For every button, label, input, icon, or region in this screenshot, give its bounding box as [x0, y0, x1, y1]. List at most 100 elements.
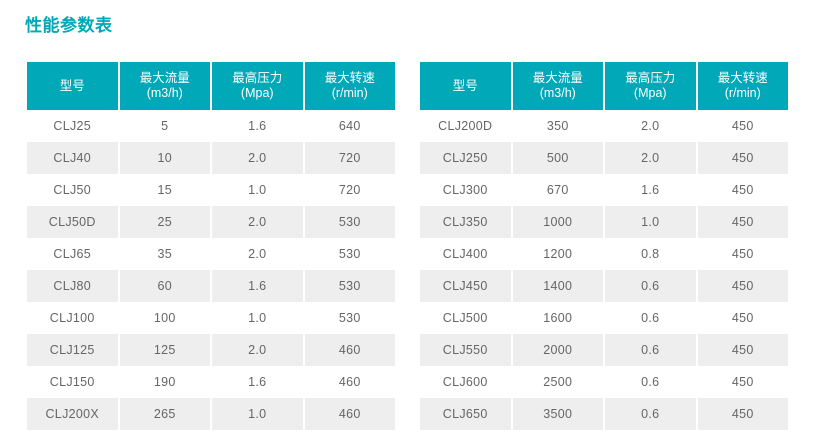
cell-max-pressure: 2.0 — [212, 206, 303, 238]
cell-max-pressure: 1.6 — [605, 174, 696, 206]
cell-max-flow: 1600 — [512, 302, 603, 334]
table-header: 型号 最大流量 (m3/h) 最高压力 (Mpa) 最大转速 (r/min) — [27, 62, 395, 110]
column-header-max-speed-unit: (r/min) — [331, 86, 368, 100]
left-table-body: CLJ25 5 1.6 640 CLJ40 10 2.0 720 CLJ50 1… — [27, 110, 395, 430]
column-header-max-flow: 最大流量 (m3/h) — [512, 62, 603, 110]
cell-max-speed: 450 — [697, 206, 788, 238]
cell-max-flow: 1400 — [512, 270, 603, 302]
header-row: 型号 最大流量 (m3/h) 最高压力 (Mpa) 最大转速 (r/min) — [27, 62, 395, 110]
cell-max-speed: 450 — [697, 302, 788, 334]
cell-model: CLJ400 — [420, 238, 511, 270]
cell-max-pressure: 1.6 — [212, 366, 303, 398]
cell-max-pressure: 0.6 — [605, 302, 696, 334]
cell-max-pressure: 0.6 — [605, 334, 696, 366]
table-row: CLJ650 3500 0.6 450 — [420, 398, 788, 430]
cell-max-flow: 15 — [119, 174, 210, 206]
cell-model: CLJ450 — [420, 270, 511, 302]
cell-max-flow: 190 — [119, 366, 210, 398]
column-header-max-pressure-unit: (Mpa) — [240, 86, 274, 100]
cell-model: CLJ50D — [27, 206, 118, 238]
table-row: CLJ400 1200 0.8 450 — [420, 238, 788, 270]
table-row: CLJ200X 265 1.0 460 — [27, 398, 395, 430]
column-header-model-line1: 型号 — [59, 78, 85, 93]
column-header-max-pressure: 最高压力 (Mpa) — [212, 62, 303, 110]
column-header-max-flow-unit: (m3/h) — [146, 86, 183, 100]
column-header-max-pressure-unit: (Mpa) — [633, 86, 667, 100]
cell-model: CLJ350 — [420, 206, 511, 238]
table-row: CLJ150 190 1.6 460 — [27, 366, 395, 398]
column-header-max-flow-line1: 最大流量 — [139, 71, 190, 85]
cell-max-flow: 60 — [119, 270, 210, 302]
cell-max-pressure: 0.6 — [605, 366, 696, 398]
cell-max-pressure: 0.6 — [605, 270, 696, 302]
cell-max-speed: 450 — [697, 270, 788, 302]
column-header-model-line1: 型号 — [452, 78, 478, 93]
cell-max-flow: 500 — [512, 142, 603, 174]
cell-max-speed: 640 — [304, 110, 395, 142]
cell-max-flow: 25 — [119, 206, 210, 238]
cell-max-speed: 530 — [304, 238, 395, 270]
cell-max-pressure: 1.6 — [212, 110, 303, 142]
cell-max-pressure: 0.8 — [605, 238, 696, 270]
column-header-max-flow-line1: 最大流量 — [532, 71, 583, 85]
cell-model: CLJ50 — [27, 174, 118, 206]
table-row: CLJ200D 350 2.0 450 — [420, 110, 788, 142]
cell-max-speed: 450 — [697, 110, 788, 142]
cell-max-flow: 265 — [119, 398, 210, 430]
table-row: CLJ65 35 2.0 530 — [27, 238, 395, 270]
column-header-max-speed-line1: 最大转速 — [717, 71, 768, 85]
cell-max-flow: 670 — [512, 174, 603, 206]
cell-max-flow: 1000 — [512, 206, 603, 238]
cell-max-speed: 720 — [304, 174, 395, 206]
cell-max-flow: 125 — [119, 334, 210, 366]
cell-max-flow: 35 — [119, 238, 210, 270]
table-row: CLJ250 500 2.0 450 — [420, 142, 788, 174]
cell-max-pressure: 1.0 — [212, 302, 303, 334]
cell-max-speed: 450 — [697, 174, 788, 206]
table-row: CLJ350 1000 1.0 450 — [420, 206, 788, 238]
column-header-max-flow: 最大流量 (m3/h) — [119, 62, 210, 110]
cell-model: CLJ600 — [420, 366, 511, 398]
cell-max-pressure: 2.0 — [212, 238, 303, 270]
cell-max-pressure: 2.0 — [212, 142, 303, 174]
tables-container: 型号 最大流量 (m3/h) 最高压力 (Mpa) 最大转速 (r/min) — [25, 62, 790, 430]
cell-max-speed: 460 — [304, 366, 395, 398]
right-table-body: CLJ200D 350 2.0 450 CLJ250 500 2.0 450 C… — [420, 110, 788, 430]
page-title: 性能参数表 — [25, 16, 113, 35]
table-row: CLJ80 60 1.6 530 — [27, 270, 395, 302]
table-row: CLJ100 100 1.0 530 — [27, 302, 395, 334]
cell-max-pressure: 1.0 — [212, 398, 303, 430]
cell-max-flow: 2000 — [512, 334, 603, 366]
table-header: 型号 最大流量 (m3/h) 最高压力 (Mpa) 最大转速 (r/min) — [420, 62, 788, 110]
cell-max-flow: 2500 — [512, 366, 603, 398]
cell-max-flow: 10 — [119, 142, 210, 174]
column-header-max-pressure-line1: 最高压力 — [625, 71, 676, 85]
column-header-model: 型号 — [27, 62, 118, 110]
column-header-max-speed-line1: 最大转速 — [324, 71, 375, 85]
cell-max-flow: 3500 — [512, 398, 603, 430]
left-performance-table: 型号 最大流量 (m3/h) 最高压力 (Mpa) 最大转速 (r/min) — [25, 62, 397, 430]
table-row: CLJ25 5 1.6 640 — [27, 110, 395, 142]
cell-max-speed: 450 — [697, 142, 788, 174]
cell-max-pressure: 2.0 — [605, 142, 696, 174]
cell-max-flow: 100 — [119, 302, 210, 334]
header-row: 型号 最大流量 (m3/h) 最高压力 (Mpa) 最大转速 (r/min) — [420, 62, 788, 110]
cell-model: CLJ80 — [27, 270, 118, 302]
column-header-model: 型号 — [420, 62, 511, 110]
cell-model: CLJ650 — [420, 398, 511, 430]
table-row: CLJ450 1400 0.6 450 — [420, 270, 788, 302]
cell-max-speed: 460 — [304, 398, 395, 430]
table-row: CLJ300 670 1.6 450 — [420, 174, 788, 206]
cell-max-speed: 450 — [697, 366, 788, 398]
cell-max-flow: 5 — [119, 110, 210, 142]
cell-max-speed: 530 — [304, 206, 395, 238]
cell-max-pressure: 1.0 — [605, 206, 696, 238]
right-performance-table: 型号 最大流量 (m3/h) 最高压力 (Mpa) 最大转速 (r/min) — [418, 62, 790, 430]
table-row: CLJ40 10 2.0 720 — [27, 142, 395, 174]
cell-max-speed: 460 — [304, 334, 395, 366]
cell-model: CLJ550 — [420, 334, 511, 366]
cell-max-speed: 530 — [304, 270, 395, 302]
cell-model: CLJ125 — [27, 334, 118, 366]
table-row: CLJ600 2500 0.6 450 — [420, 366, 788, 398]
column-header-max-speed: 最大转速 (r/min) — [304, 62, 395, 110]
